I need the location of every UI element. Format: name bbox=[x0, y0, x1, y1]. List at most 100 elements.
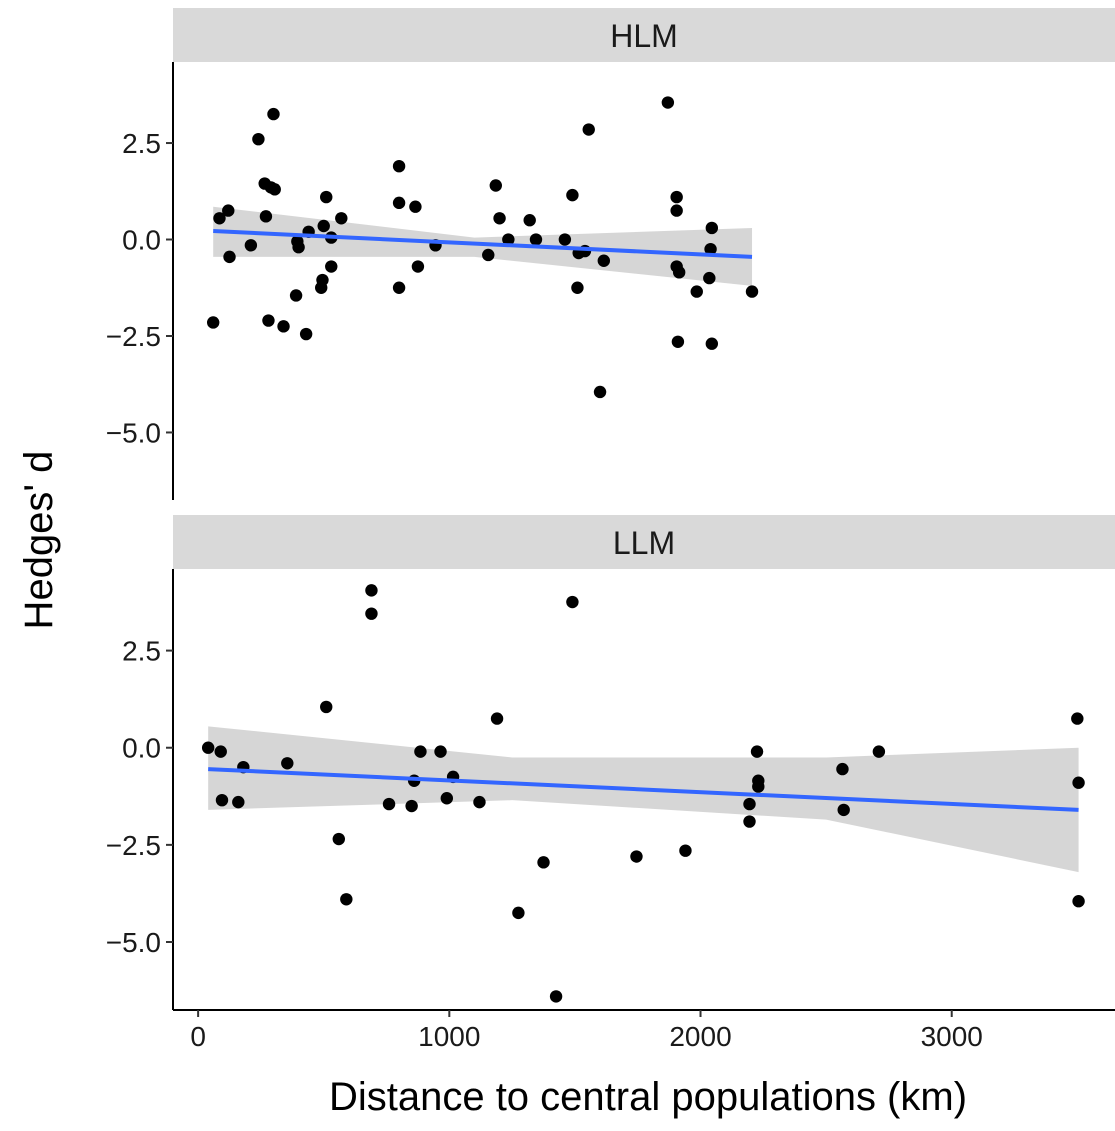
x-tick-label: 0 bbox=[190, 1021, 206, 1052]
facet-strip bbox=[173, 8, 1115, 62]
data-point bbox=[382, 797, 396, 811]
data-point bbox=[206, 316, 220, 329]
data-point bbox=[392, 159, 406, 173]
data-point bbox=[434, 745, 447, 758]
data-point bbox=[704, 242, 717, 256]
data-point bbox=[489, 179, 502, 192]
confidence-ribbon bbox=[213, 206, 753, 286]
data-point bbox=[392, 196, 406, 210]
data-point bbox=[277, 320, 290, 333]
data-point bbox=[392, 281, 406, 294]
data-point bbox=[490, 712, 504, 725]
data-point bbox=[365, 584, 378, 597]
y-tick-label: −5.0 bbox=[106, 417, 161, 448]
data-point bbox=[1072, 895, 1085, 908]
data-point bbox=[268, 183, 281, 196]
data-point bbox=[335, 212, 348, 225]
data-point bbox=[837, 803, 850, 817]
data-point bbox=[267, 107, 280, 121]
confidence-ribbon bbox=[208, 726, 1079, 873]
y-tick-label: −5.0 bbox=[106, 927, 161, 958]
data-point bbox=[493, 212, 506, 225]
data-point bbox=[571, 281, 584, 294]
y-axis-label-group: Hedges' d bbox=[17, 451, 61, 630]
regression-line bbox=[213, 229, 753, 259]
data-point bbox=[222, 204, 235, 217]
data-point bbox=[289, 289, 303, 302]
data-point bbox=[1071, 712, 1084, 725]
data-point bbox=[703, 271, 716, 285]
data-point bbox=[473, 795, 486, 809]
data-point bbox=[582, 123, 595, 136]
data-point bbox=[299, 327, 313, 341]
y-tick-label: 0.0 bbox=[122, 225, 161, 256]
panels-layer: HLM 2.5 0.0 −2.5 −5.0 LLM 2.5 0.0 −2.5 −5.0 0 1000 2… bbox=[106, 8, 1115, 1052]
data-point bbox=[325, 260, 338, 273]
data-point bbox=[320, 190, 333, 204]
data-point bbox=[705, 221, 719, 235]
facet-strip bbox=[173, 515, 1115, 569]
data-point bbox=[411, 260, 425, 273]
y-tick-label: 2.5 bbox=[122, 128, 161, 159]
data-point bbox=[670, 204, 683, 217]
data-point bbox=[661, 96, 675, 109]
data-point bbox=[215, 793, 229, 807]
data-point bbox=[872, 745, 886, 758]
data-point bbox=[340, 893, 353, 906]
data-point bbox=[512, 906, 525, 920]
data-point bbox=[213, 212, 226, 225]
data-point bbox=[244, 239, 258, 252]
data-point bbox=[549, 990, 563, 1003]
data-point bbox=[670, 190, 683, 204]
data-point bbox=[671, 335, 685, 348]
data-point bbox=[214, 745, 227, 758]
data-point bbox=[259, 210, 273, 223]
data-point bbox=[320, 700, 333, 714]
x-axis-label: Distance to central populations (km) bbox=[329, 1075, 967, 1119]
data-point bbox=[743, 815, 756, 828]
data-point bbox=[316, 273, 329, 287]
data-point bbox=[705, 337, 719, 350]
data-point bbox=[440, 792, 454, 805]
data-point bbox=[223, 250, 236, 264]
data-point bbox=[566, 188, 579, 202]
data-point bbox=[502, 233, 515, 246]
data-point bbox=[262, 314, 275, 327]
data-point bbox=[232, 795, 245, 809]
data-point bbox=[593, 385, 607, 399]
data-point bbox=[672, 266, 686, 279]
y-tick-label: −2.5 bbox=[106, 830, 161, 861]
x-axis-label-group: Distance to central populations (km) bbox=[329, 1075, 967, 1119]
y-tick-label: 2.5 bbox=[122, 636, 161, 667]
y-tick-label: −2.5 bbox=[106, 321, 161, 352]
data-point bbox=[743, 797, 756, 811]
data-point bbox=[252, 132, 265, 146]
data-point bbox=[752, 780, 765, 793]
data-point bbox=[566, 595, 579, 609]
panel-hlm: HLM 2.5 0.0 −2.5 −5.0 bbox=[106, 8, 1115, 500]
panel-llm: LLM 2.5 0.0 −2.5 −5.0 0 1000 2000 3000 bbox=[106, 515, 1115, 1052]
data-point bbox=[537, 856, 550, 869]
data-point bbox=[690, 285, 703, 298]
data-point bbox=[630, 850, 643, 863]
data-point bbox=[201, 741, 215, 754]
data-point bbox=[750, 745, 764, 758]
data-point bbox=[597, 254, 611, 267]
x-tick-label: 3000 bbox=[921, 1021, 983, 1052]
regression-line bbox=[208, 767, 1079, 812]
data-point bbox=[405, 799, 418, 813]
data-point bbox=[482, 248, 495, 262]
data-point bbox=[409, 200, 422, 213]
data-point bbox=[523, 214, 536, 227]
data-point bbox=[836, 762, 849, 776]
data-point bbox=[679, 844, 692, 857]
data-point bbox=[365, 607, 378, 620]
y-axis-label: Hedges' d bbox=[17, 451, 61, 630]
data-point bbox=[414, 745, 427, 758]
y-tick-label: 0.0 bbox=[122, 733, 161, 764]
data-point bbox=[558, 233, 572, 246]
data-point bbox=[317, 219, 330, 233]
data-point bbox=[292, 241, 305, 254]
